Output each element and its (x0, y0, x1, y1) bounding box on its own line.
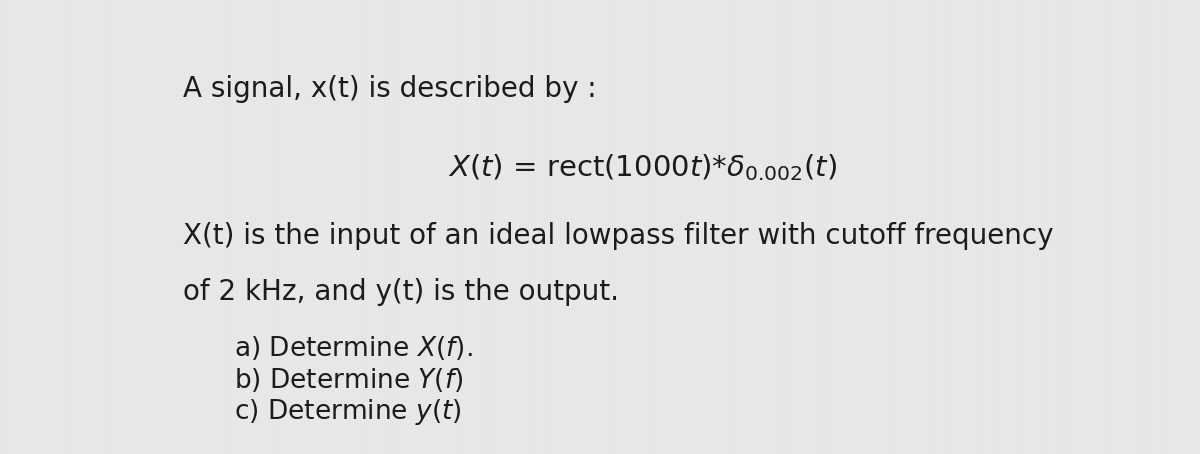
Text: a) Determine $X$($f$).: a) Determine $X$($f$). (234, 334, 473, 362)
Text: c) Determine $y$($t$): c) Determine $y$($t$) (234, 397, 462, 427)
Text: A signal, x(t) is described by :: A signal, x(t) is described by : (182, 75, 596, 104)
Text: $X(t)$ = rect(1000$t$)*$\delta_{0.002}$($t$): $X(t)$ = rect(1000$t$)*$\delta_{0.002}$(… (449, 153, 838, 183)
Text: X(t) is the input of an ideal lowpass filter with cutoff frequency: X(t) is the input of an ideal lowpass fi… (182, 222, 1054, 250)
Text: b) Determine $Y$($f$): b) Determine $Y$($f$) (234, 365, 463, 394)
Text: of 2 kHz, and y(t) is the output.: of 2 kHz, and y(t) is the output. (182, 278, 618, 306)
